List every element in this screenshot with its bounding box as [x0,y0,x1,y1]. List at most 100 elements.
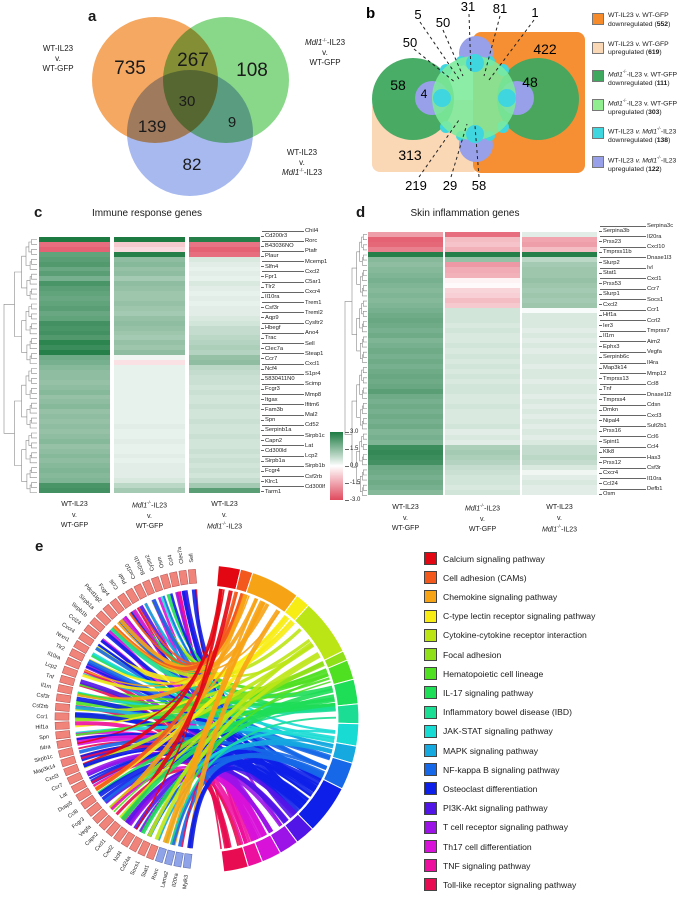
venn-a-count-set1: 735 [114,58,146,79]
heatmap-cell [522,378,597,384]
heatmap-cell [189,276,260,282]
heatmap-cell [368,232,443,238]
heatmap-cell [39,443,110,449]
heatmap-cell [114,340,185,346]
heatmap-cell [368,485,443,491]
heatmap-cell [189,246,260,252]
heatmap-cell [522,368,597,374]
heatmap-cell [522,404,597,410]
venn-b-callout-numbers: 5 50 50 31 81 1 219 29 58 [403,0,539,193]
heatmap-cell [39,305,110,311]
chord-gene-label: Tnf [45,673,55,681]
gene-label: Cysltr2 [262,320,323,326]
chord-gene-label: Lat [59,791,69,800]
gene-label: Il1rn [599,333,614,339]
colorbar-tick-1-5: 1.5 [345,446,358,452]
legend-swatch [424,628,437,642]
gene-label: Slurp2 [599,260,620,266]
gene-label: Ccr7 [600,286,659,292]
heatmap-cell [114,448,185,454]
heatmap-cell [189,478,260,484]
chord-gene-label: Cxcl3 [45,773,60,784]
heatmap-cell [445,333,520,339]
heatmap-cell [114,241,185,247]
heatmap-cell [114,384,185,390]
heatmap-cell [368,257,443,263]
svg-text:31: 31 [461,0,475,14]
heatmap-cell [189,438,260,444]
heatmap-cell [522,318,597,324]
legend-label: JAK-STAT signaling pathway [443,726,553,737]
gene-label: Hbegf [261,325,280,331]
heatmap-cell [39,483,110,489]
legend-label: Hematopoietic cell lineage [443,668,544,679]
gene-label: 5830411N0 [261,376,295,382]
heatmap-cell [114,335,185,341]
gene-label: Socs1 [600,297,663,303]
heatmap-cell [189,414,260,420]
heatmap-cell [114,305,185,311]
venn-b-green-right [497,58,579,140]
chord-gene-label: Csf3r [36,692,50,700]
pathway-legend-item: Toll-like receptor signaling pathway [424,878,576,892]
heatmap-cell [189,355,260,361]
legend-label: Osteoclast differentiation [443,783,538,794]
heatmap-cell [114,379,185,385]
heatmap-cell [189,266,260,272]
heatmap-cell [39,379,110,385]
heatmap-cell [522,419,597,425]
heatmap-cell [114,330,185,336]
venn-a-circle-3 [127,70,253,196]
legend-label: IL-17 signaling pathway [443,687,534,698]
heatmap-cell [445,297,520,303]
heatmap-cell [114,414,185,420]
venn-b-diagram: b 5 50 50 31 [366,0,585,193]
heatmap-cell [445,419,520,425]
heatmap-cell [445,480,520,486]
legend-swatch [592,70,604,82]
gene-label: Chil4 [262,228,318,234]
panel-d-letter: d [356,204,366,221]
heatmap-cell [522,388,597,394]
heatmap-cell [39,478,110,484]
svg-text:219: 219 [405,178,427,193]
heatmap-cell [522,439,597,445]
gene-label: Dnase1l2 [600,392,672,398]
legend-swatch [424,859,437,873]
heatmap-cell [522,394,597,400]
heatmap-cell [368,424,443,430]
heatmap-cell [189,261,260,267]
heatmap-cell [39,320,110,326]
heatmap-cell [445,383,520,389]
heatmap-cell [189,468,260,474]
heatmap-cell [189,340,260,346]
gene-label: Ccrl2 [600,318,661,324]
heatmap-cell [189,315,260,321]
heatmap-cell [114,360,185,365]
gene-label: Ccl24 [599,481,618,487]
panel-b-letter: b [366,5,375,22]
chord-gene-label: Nrxn1 [55,631,71,644]
heatmap-cell [368,358,443,364]
heatmap-cell [368,242,443,248]
svg-text:81: 81 [493,1,507,16]
gene-label: Csf2rb [262,474,322,480]
colorbar-tick-neg3: -3.0 [345,497,360,503]
legend-label: Cytokine-cytokine receptor interaction [443,630,587,641]
heatmap-cell [522,232,597,238]
legend-label: NF-kappa B signaling pathway [443,764,560,775]
legend-label: T cell receptor signaling pathway [443,822,568,833]
gene-label: Ccl6 [600,434,659,440]
heatmap-cell [39,335,110,341]
heatmap-cell [39,251,110,257]
heatmap-cell [445,429,520,435]
legend-swatch [424,763,437,777]
chord-gene-label: Spn [39,734,49,741]
legend-label: Focal adhesion [443,649,502,660]
colorbar-tick-3: 3.0 [345,429,358,435]
legend-swatch [592,13,604,25]
chord-gene-label: Mylk3 [182,875,190,890]
heatmap-cell [445,272,520,278]
legend-label: Inflammatory bowel disease (IBD) [443,707,572,718]
